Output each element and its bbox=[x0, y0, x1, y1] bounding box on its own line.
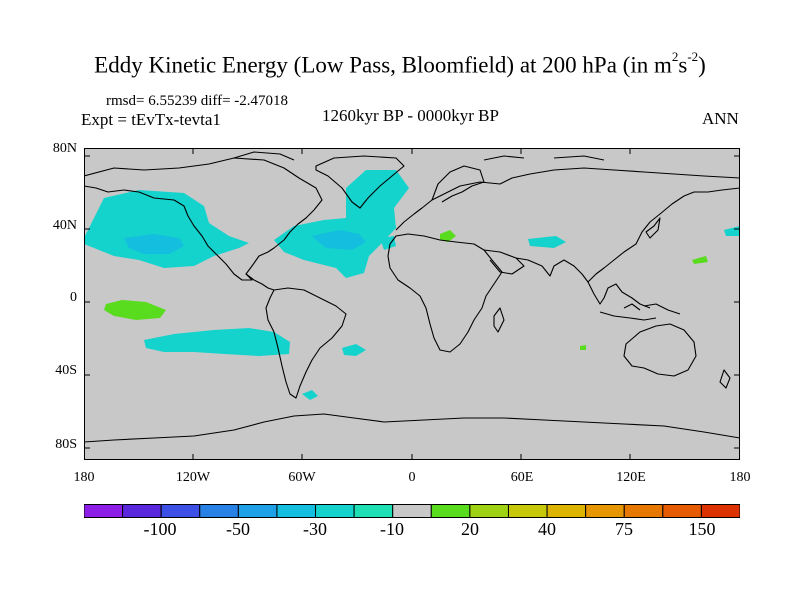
colorbar bbox=[84, 504, 740, 518]
coast-central-america bbox=[245, 273, 275, 291]
anomaly-south-atlantic bbox=[342, 344, 366, 356]
colorbar-label: 75 bbox=[615, 519, 633, 539]
lon-label-60e: 60E bbox=[510, 470, 534, 485]
period-label: 1260kyr BP - 0000kyr BP bbox=[322, 106, 499, 125]
coast-arabia bbox=[483, 249, 525, 275]
colorbar-box bbox=[585, 504, 625, 518]
coast-australia bbox=[623, 323, 697, 377]
coast-greenland bbox=[315, 155, 405, 209]
anomaly-tropical-pacific-pos bbox=[104, 300, 166, 320]
anomaly-drake bbox=[302, 390, 318, 400]
colorbar-box bbox=[160, 504, 201, 518]
colorbar-box bbox=[700, 504, 740, 518]
colorbar-box bbox=[276, 504, 317, 518]
anomaly-north-atlantic bbox=[274, 170, 409, 278]
coast-asia bbox=[515, 187, 740, 283]
colorbar-label: -30 bbox=[303, 519, 327, 539]
anomaly-mediterranean bbox=[440, 230, 456, 242]
lat-label-80n: 80N bbox=[52, 141, 77, 156]
colorbar-box bbox=[237, 504, 278, 518]
anomaly-north-pacific-core bbox=[124, 234, 184, 254]
coast-arctic-islands bbox=[233, 151, 605, 161]
colorbar-label: 20 bbox=[461, 519, 479, 539]
lon-label-120w: 120W bbox=[175, 470, 211, 485]
coast-south-america bbox=[265, 287, 347, 399]
colorbar-label: 150 bbox=[688, 519, 716, 539]
colorbar-label: 40 bbox=[538, 519, 556, 539]
colorbar-box bbox=[315, 504, 355, 518]
season-label: ANN bbox=[702, 109, 739, 128]
coastlines bbox=[84, 151, 740, 443]
lon-label-180w: 180 bbox=[73, 470, 95, 485]
figure-title: Eddy Kinetic Energy (Low Pass, Bloomfiel… bbox=[94, 49, 706, 78]
colorbar-boxes bbox=[84, 504, 740, 518]
anomaly-indian-ocean-pos bbox=[580, 345, 586, 350]
colorbar-box bbox=[662, 504, 702, 518]
lat-label-80s: 80S bbox=[55, 437, 77, 452]
lat-label-40n: 40N bbox=[52, 218, 77, 233]
lat-label-0: 0 bbox=[70, 290, 77, 305]
anomaly-north-pacific bbox=[84, 190, 249, 268]
colorbar-label: -10 bbox=[380, 519, 404, 539]
coast-africa bbox=[387, 233, 503, 353]
colorbar-box bbox=[199, 504, 239, 518]
experiment-label: Expt = tEvTx-tevta1 bbox=[81, 110, 221, 129]
anomaly-south-pacific bbox=[144, 328, 290, 356]
world-map bbox=[84, 148, 740, 460]
lon-label-60w: 60W bbox=[288, 470, 316, 485]
colorbar-box bbox=[353, 504, 394, 518]
colorbar-box bbox=[546, 504, 587, 518]
colorbar-box bbox=[507, 504, 548, 518]
anomaly-east-atlantic bbox=[380, 236, 396, 250]
coast-se-asia bbox=[587, 281, 651, 309]
coast-madagascar bbox=[493, 307, 505, 333]
coast-north-america bbox=[84, 157, 323, 281]
lon-label-0: 0 bbox=[408, 470, 416, 485]
colorbar-box bbox=[469, 504, 509, 518]
anomaly-north-atlantic-core bbox=[312, 230, 366, 250]
colorbar-box bbox=[623, 504, 664, 518]
anomaly-west-pacific-pos bbox=[692, 256, 708, 264]
coast-japan bbox=[645, 217, 661, 239]
coast-europe bbox=[395, 167, 740, 231]
lon-label-180e: 180 bbox=[729, 470, 751, 485]
colorbar-label: -50 bbox=[226, 519, 250, 539]
coast-indonesia bbox=[599, 303, 681, 321]
coast-scandinavia bbox=[431, 165, 485, 203]
anomaly-central-asia bbox=[528, 236, 566, 248]
colorbar-box bbox=[430, 504, 471, 518]
map-ticks bbox=[84, 148, 740, 460]
stats-line: rmsd= 6.55239 diff= -2.47018 bbox=[106, 93, 289, 109]
coast-new-zealand bbox=[719, 369, 731, 389]
lon-label-120e: 120E bbox=[616, 470, 646, 485]
lat-label-40s: 40S bbox=[55, 363, 77, 378]
anomaly-contours bbox=[84, 170, 740, 400]
colorbar-box bbox=[392, 504, 432, 518]
coast-antarctica bbox=[84, 413, 740, 443]
colorbar-box bbox=[122, 504, 162, 518]
colorbar-label: -100 bbox=[143, 519, 177, 539]
colorbar-box bbox=[84, 504, 124, 518]
